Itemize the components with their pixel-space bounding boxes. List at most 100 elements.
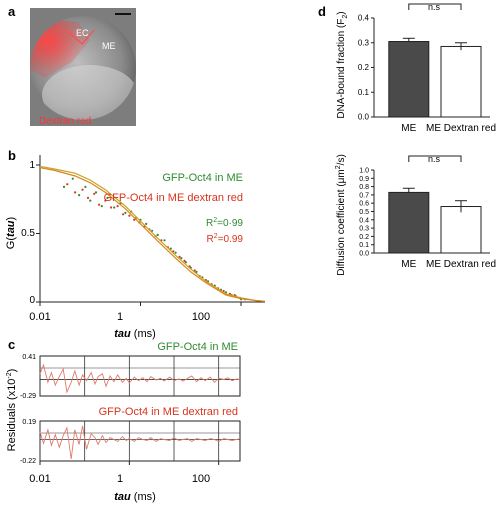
dna-bar-1 xyxy=(440,45,482,118)
fcs-point-1-7 xyxy=(110,206,113,209)
fcs-point-1-0 xyxy=(66,183,69,186)
residuals-top-title: GFP-Oct4 in ME xyxy=(157,341,238,353)
legend-red: GFP-Oct4 in ME dextran red xyxy=(104,192,243,204)
ec-me-boundary xyxy=(65,29,95,45)
fcs-point-0-14 xyxy=(145,222,148,225)
r2-red: R2=0.99 xyxy=(207,233,244,245)
fcs-point-0-3 xyxy=(84,185,87,188)
fcs-ytick-label-1: 0.5 xyxy=(21,228,35,239)
fcs-marks xyxy=(36,164,266,306)
diffusion-ytick-label-2: 0.2 xyxy=(359,234,369,241)
r2-green: R2=0·99 xyxy=(206,217,243,229)
fcs-point-1-6 xyxy=(104,199,107,202)
residuals-x-axis-label: tau (ms) xyxy=(114,491,156,503)
fcs-point-1-2 xyxy=(81,188,84,191)
fcs-point-0-23 xyxy=(195,270,198,273)
fcs-xtick-label-0: 0.01 xyxy=(29,311,50,323)
dye-region xyxy=(30,20,90,78)
dna-ytick-label-3: 0.3 xyxy=(358,38,370,47)
fcs-point-0-8 xyxy=(113,206,116,209)
fcs-point-1-19 xyxy=(178,255,181,258)
diffusion-marks: 0.0 0.10.20.3 0.40.50.6 0.70.80.91.0 ME ME De… xyxy=(359,155,496,270)
diffusion-chart: Diffusion coefficient (μm2/s) n.s 0.0 0.1… xyxy=(335,154,496,276)
dna-ytick-label-1: 0.1 xyxy=(358,88,370,97)
residuals-xtick-label-2: 100 xyxy=(192,473,210,485)
diffusion-ytick-label-3: 0.3 xyxy=(359,226,369,233)
diffusion-ytick-label-4: 0.4 xyxy=(359,217,369,224)
embryo-image: EC ME Dextran red xyxy=(30,8,136,127)
fcs-point-0-21 xyxy=(184,261,187,264)
residuals-xtick-label-1: 1 xyxy=(117,473,123,485)
fcs-point-0-5 xyxy=(94,191,98,194)
fcs-point-0-1 xyxy=(71,177,74,180)
diffusion-y-axis-label: Diffusion coefficient (μm2/s) xyxy=(335,154,347,276)
fcs-point-1-10 xyxy=(128,214,131,217)
dna-annotation: n.s xyxy=(428,2,441,12)
fcs-xtick-label-1: 1 xyxy=(117,311,123,323)
diffusion-bar-1 xyxy=(440,206,482,254)
legend-green: GFP-Oct4 in ME xyxy=(162,172,243,184)
fcs-ytick-label-2: 1 xyxy=(29,160,35,171)
fcs-fit-line-2 xyxy=(39,165,266,302)
residual-line-1 xyxy=(39,425,241,460)
diffusion-ytick-label-1: 0.1 xyxy=(359,242,369,249)
fcs-point-1-11 xyxy=(133,218,136,221)
residuals-top-ytick-min: -0.29 xyxy=(20,393,36,400)
fcs-point-0-0 xyxy=(62,185,66,188)
fcs-point-1-20 xyxy=(183,259,186,262)
panel-label-a: a xyxy=(8,4,16,19)
dna-significance-bracket xyxy=(408,3,462,10)
fcs-y-axis-label: G(tau) xyxy=(5,217,17,249)
fcs-point-0-2 xyxy=(78,194,81,197)
residuals-top-frame xyxy=(39,355,241,397)
fcs-point-0-20 xyxy=(180,257,183,260)
fcs-x-axis-label: tau (ms) xyxy=(114,328,156,340)
diffusion-ytick-label-7: 0.7 xyxy=(359,192,369,199)
dna-marks: 0.0 0.1 0.2 0.3 0.4 ME ME Dextran red xyxy=(358,3,496,134)
fcs-plot: 0 0.5 1 0.01 1 100 tau (ms) G(tau) GFP-O… xyxy=(5,155,266,340)
diffusion-ytick-label-8: 0.8 xyxy=(359,184,369,191)
fcs-point-0-16 xyxy=(156,233,159,236)
fcs-point-0-18 xyxy=(169,247,172,250)
dna-y-axis-label: DNA-bound fraction (F2) xyxy=(336,11,349,118)
dna-ytick-label-4: 0.4 xyxy=(358,14,370,23)
fcs-point-1-3 xyxy=(86,196,90,199)
fcs-point-1-4 xyxy=(93,192,96,195)
fcs-xtick-label-2: 100 xyxy=(192,311,210,323)
diffusion-ytick-label-0: 0.0 xyxy=(359,251,369,258)
diffusion-annotation: n.s xyxy=(428,154,441,164)
residuals-plot: GFP-Oct4 in ME GFP-Oct4 in ME dextran re… xyxy=(6,341,241,503)
dna-category-label-1: ME Dextran red xyxy=(426,123,496,134)
residual-line-0 xyxy=(39,363,241,394)
dna-category-label-0: ME xyxy=(401,123,416,134)
fcs-point-1-1 xyxy=(74,191,77,194)
residuals-marks xyxy=(39,356,241,465)
dna-ytick-label-2: 0.2 xyxy=(358,63,370,72)
diffusion-category-label-1: ME Dextran red xyxy=(426,259,496,270)
diffusion-category-label-0: ME xyxy=(401,259,416,270)
diffusion-bar-0 xyxy=(388,191,430,254)
residuals-y-axis-label: Residuals (x10-2) xyxy=(6,369,18,452)
fcs-point-1-22 xyxy=(193,269,196,272)
dna-bar-0 xyxy=(388,41,430,118)
diffusion-ytick-label-10: 1.0 xyxy=(359,168,369,175)
fcs-ytick-label-0: 0 xyxy=(29,295,35,306)
fcs-fit-line-3 xyxy=(39,167,266,302)
residuals-xtick-label-0: 0.01 xyxy=(29,473,50,485)
fcs-point-0-6 xyxy=(100,205,103,208)
panel-label-d: d xyxy=(318,4,326,19)
residuals-bottom-ytick-min: -0.22 xyxy=(20,458,36,465)
fcs-point-0-19 xyxy=(174,251,177,254)
diffusion-ytick-label-9: 0.9 xyxy=(359,176,369,183)
residuals-bottom-frame xyxy=(39,420,241,462)
fcs-point-0-17 xyxy=(163,239,166,242)
fcs-point-0-10 xyxy=(124,211,127,214)
diffusion-ytick-label-6: 0.6 xyxy=(359,201,369,208)
dextran-red-label: Dextran red xyxy=(39,116,91,127)
residuals-bottom-title: GFP-Oct4 in ME dextran red xyxy=(99,406,238,418)
panel-label-c: c xyxy=(8,337,15,352)
fcs-point-1-9 xyxy=(122,213,125,216)
dna-ytick-label-0: 0.0 xyxy=(358,113,370,122)
embryo-lower-cells xyxy=(42,65,136,120)
